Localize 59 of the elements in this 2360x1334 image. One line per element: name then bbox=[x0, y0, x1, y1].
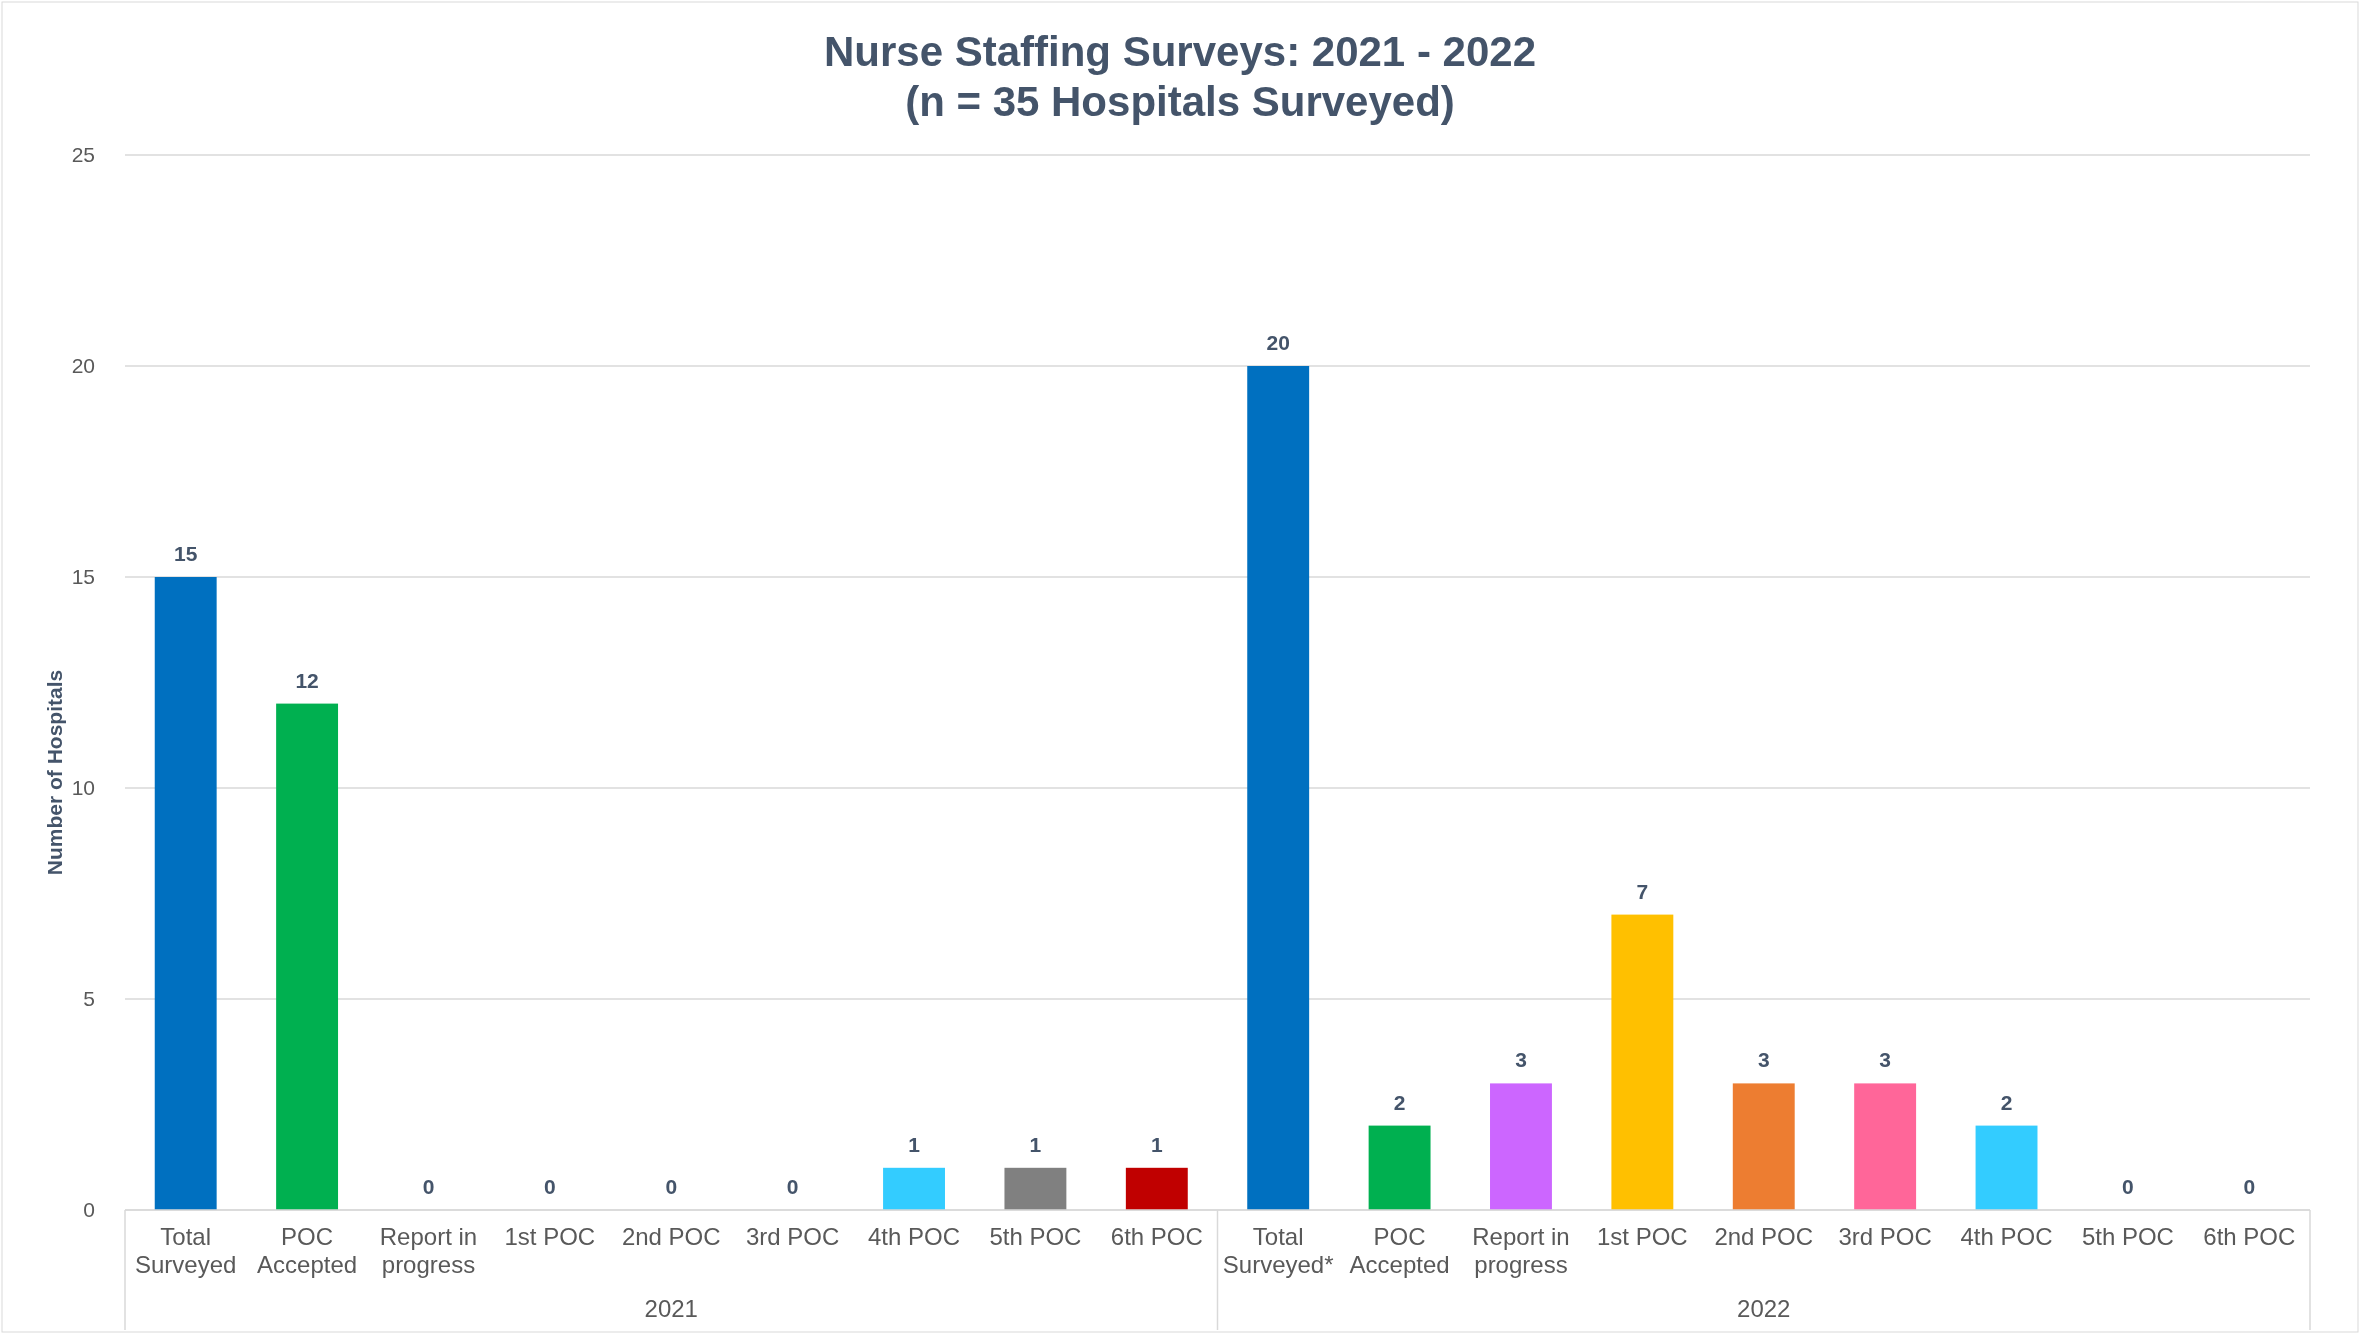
data-label: 7 bbox=[1636, 879, 1649, 903]
x-tick-label: Report in progress bbox=[379, 1223, 478, 1278]
x-tick-label: 6th POC bbox=[2203, 1223, 2296, 1250]
bar bbox=[883, 1167, 945, 1210]
x-tick-label: 2nd POC bbox=[1714, 1223, 1814, 1250]
chart-subtitle: (n = 35 Hospitals Surveyed) bbox=[905, 78, 1455, 125]
x-tick-label: 5th POC bbox=[989, 1223, 1082, 1250]
bar bbox=[1247, 366, 1310, 1210]
x-tick-label: 1st POC bbox=[1597, 1223, 1688, 1250]
y-axis-title: Number of Hospitals bbox=[43, 669, 66, 876]
data-label: 0 bbox=[786, 1175, 799, 1198]
y-tick-label: 5 bbox=[83, 987, 95, 1011]
x-tick-label: 3rd POC bbox=[1838, 1223, 1932, 1250]
data-label: 0 bbox=[665, 1175, 678, 1198]
x-tick-label: Report in progress bbox=[1472, 1223, 1570, 1278]
bar bbox=[1611, 914, 1674, 1210]
chart-title: Nurse Staffing Surveys: 2021 - 2022 bbox=[824, 28, 1536, 75]
data-label: 0 bbox=[2122, 1175, 2134, 1198]
x-tick-label: 6th POC bbox=[1110, 1223, 1203, 1250]
data-label: 2 bbox=[2000, 1090, 2013, 1114]
x-tick-label: 3rd POC bbox=[745, 1223, 840, 1250]
y-tick-label: 15 bbox=[71, 565, 95, 589]
x-tick-label: 5th POC bbox=[2081, 1223, 2174, 1250]
data-label: 0 bbox=[544, 1175, 556, 1198]
bar bbox=[1975, 1125, 2038, 1210]
x-tick-label: 4th POC bbox=[1960, 1223, 2053, 1250]
data-label: 3 bbox=[1515, 1048, 1527, 1072]
x-tick-label: Total Surveyed bbox=[135, 1223, 237, 1278]
x-tick-label: POC Accepted bbox=[257, 1223, 358, 1278]
x-tick-label: POC Accepted bbox=[1349, 1223, 1450, 1278]
data-label: 2 bbox=[1393, 1090, 1406, 1114]
x-tick-label: 1st POC bbox=[504, 1223, 596, 1250]
data-label: 3 bbox=[1879, 1048, 1891, 1072]
data-label: 3 bbox=[1757, 1048, 1770, 1072]
y-tick-label: 0 bbox=[83, 1198, 95, 1222]
data-label: 15 bbox=[174, 542, 198, 565]
bar bbox=[1732, 1083, 1795, 1210]
data-label: 0 bbox=[2243, 1175, 2256, 1198]
x-tick-label: 4th POC bbox=[868, 1223, 961, 1250]
data-label: 1 bbox=[1150, 1132, 1163, 1156]
bar bbox=[1490, 1083, 1552, 1210]
bar bbox=[1368, 1125, 1431, 1210]
bar bbox=[1004, 1167, 1067, 1210]
bar bbox=[1854, 1083, 1917, 1210]
data-label: 12 bbox=[295, 668, 319, 692]
x-tick-label: Total Surveyed* bbox=[1222, 1223, 1334, 1278]
x-tick-label: 2nd POC bbox=[621, 1223, 721, 1250]
bar bbox=[154, 577, 217, 1210]
y-tick-label: 25 bbox=[71, 143, 95, 167]
text: 2021 bbox=[644, 1295, 698, 1322]
data-label: 1 bbox=[1029, 1132, 1042, 1156]
bar bbox=[276, 703, 339, 1210]
bar bbox=[1125, 1167, 1188, 1210]
data-label: 20 bbox=[1266, 331, 1290, 354]
data-label: 1 bbox=[908, 1132, 921, 1156]
text: 2022 bbox=[1737, 1295, 1791, 1322]
y-tick-label: 10 bbox=[71, 776, 95, 800]
y-tick-label: 20 bbox=[71, 354, 95, 378]
data-label: 0 bbox=[422, 1175, 435, 1198]
